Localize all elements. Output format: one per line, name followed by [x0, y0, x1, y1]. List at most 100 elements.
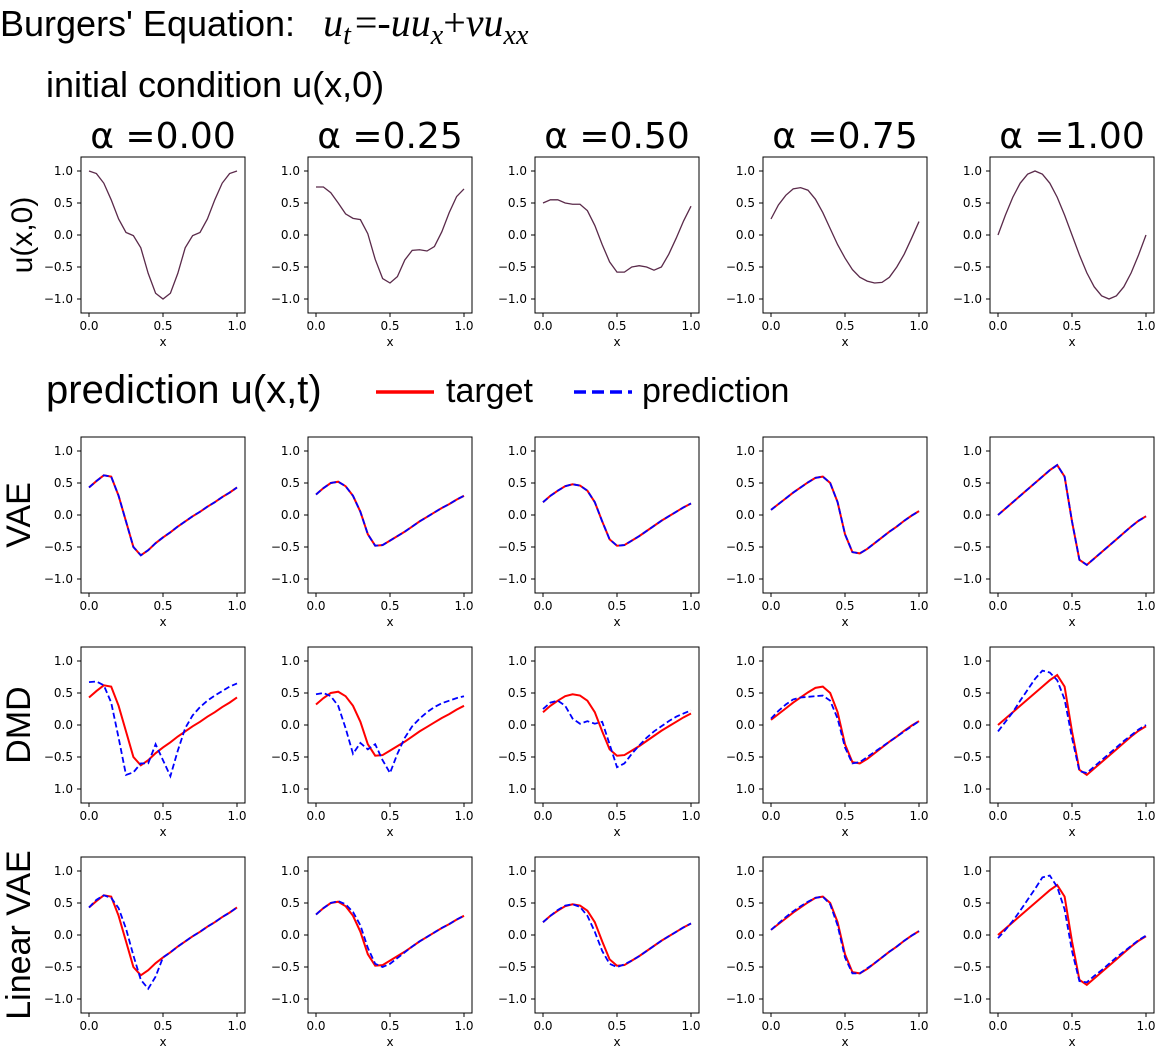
- x-axis-label: x: [159, 825, 166, 839]
- x-tick-label: 1.0: [454, 1019, 473, 1033]
- x-tick-label: 1.0: [681, 1019, 700, 1033]
- y-tick-label: −0.5: [498, 960, 527, 974]
- x-tick-label: 0.5: [835, 809, 854, 823]
- y-tick-label: −1.0: [44, 572, 73, 586]
- y-tick-label: 0.5: [281, 196, 300, 210]
- subplot-r2-c0: 1.0 0.5 0.0 −0.5 1.0 0.0 0.5 1.0 x: [44, 646, 247, 839]
- target-line: [315, 690, 465, 757]
- panels: α =0.00 α =0.25 α =0.50 α =0.75 α =1.00 u(x,0…: [0, 116, 1156, 1049]
- y-tick-label: 0.5: [54, 476, 73, 490]
- x-tick-label: 0.0: [988, 809, 1007, 823]
- y-tick-label: 0.0: [54, 228, 73, 242]
- y-tick-label: 0.0: [281, 228, 300, 242]
- row-label: DMD: [0, 686, 38, 763]
- y-tick-label: 1.0: [508, 864, 527, 878]
- y-tick-label: −1.0: [498, 292, 527, 306]
- y-tick-label: 1.0: [54, 864, 73, 878]
- axes-frame: [762, 436, 928, 594]
- y-tick-label: 0.5: [736, 196, 755, 210]
- x-tick-label: 0.5: [607, 319, 626, 333]
- x-tick-label: 0.0: [988, 1019, 1007, 1033]
- x-tick-label: 1.0: [454, 809, 473, 823]
- subplot-r1-c3: 1.0 0.5 0.0 −0.5 −1.0 0.0 0.5 1.0 x: [726, 436, 929, 629]
- alpha-title: α =0.50: [544, 116, 690, 157]
- row-label: Linear VAE: [0, 850, 38, 1019]
- y-tick-label: −0.5: [44, 260, 73, 274]
- x-tick-label: 0.0: [533, 1019, 552, 1033]
- y-tick-label: 1.0: [963, 164, 982, 178]
- y-tick-label: 0.0: [54, 718, 73, 732]
- prediction-line: [88, 474, 238, 557]
- y-tick-label: 0.5: [508, 476, 527, 490]
- row-label: VAE: [0, 482, 38, 548]
- x-axis-label: x: [841, 825, 848, 839]
- y-tick-label: 0.0: [281, 928, 300, 942]
- x-tick-label: 1.0: [227, 809, 246, 823]
- x-tick-label: 0.5: [153, 599, 172, 613]
- y-tick-label: 0.0: [508, 928, 527, 942]
- subplot-r0-c1: 1.0 0.5 0.0 −0.5 −1.0 0.0 0.5 1.0 x: [271, 156, 474, 349]
- y-tick-label: −0.5: [726, 260, 755, 274]
- target-line: [88, 684, 238, 767]
- y-tick-label: −1.0: [44, 292, 73, 306]
- y-tick-label: −0.5: [44, 750, 73, 764]
- target-line: [770, 895, 920, 975]
- subplot-r3-c4: 1.0 0.5 0.0 −0.5 −1.0 0.0 0.5 1.0 x: [953, 856, 1156, 1049]
- axes-frame: [534, 436, 700, 594]
- alpha-title: α =0.75: [772, 116, 918, 157]
- y-tick-label: 0.0: [736, 228, 755, 242]
- x-tick-label: 0.0: [761, 809, 780, 823]
- prediction-line: [997, 669, 1147, 774]
- y-tick-label: 0.0: [281, 508, 300, 522]
- y-tick-label: −0.5: [498, 540, 527, 554]
- axes-frame: [989, 856, 1155, 1014]
- x-tick-label: 0.0: [988, 319, 1007, 333]
- x-tick-label: 0.5: [1062, 809, 1081, 823]
- x-tick-label: 0.5: [380, 1019, 399, 1033]
- x-tick-label: 0.5: [607, 809, 626, 823]
- y-tick-label: −0.5: [953, 960, 982, 974]
- x-axis-label: x: [613, 825, 620, 839]
- x-tick-label: 0.5: [380, 809, 399, 823]
- y-tick-label: 1.0: [963, 654, 982, 668]
- x-tick-label: 0.0: [761, 1019, 780, 1033]
- alpha-title: α =0.00: [90, 116, 236, 157]
- y-tick-label: 0.0: [963, 928, 982, 942]
- y-tick-label: −0.5: [726, 960, 755, 974]
- y-tick-label: 0.5: [54, 896, 73, 910]
- axes-frame: [534, 856, 700, 1014]
- subplot-r0-c2: 1.0 0.5 0.0 −0.5 −1.0 0.0 0.5 1.0 x: [498, 156, 701, 349]
- x-tick-label: 0.0: [761, 599, 780, 613]
- y-tick-label: 0.0: [963, 508, 982, 522]
- y-tick-label: 1.0: [736, 164, 755, 178]
- y-tick-label: 0.0: [736, 718, 755, 732]
- y-tick-label: −0.5: [271, 260, 300, 274]
- y-tick-label: −1.0: [271, 992, 300, 1006]
- x-tick-label: 1.0: [227, 319, 246, 333]
- x-tick-label: 0.5: [1062, 319, 1081, 333]
- y-tick-label: −0.5: [44, 960, 73, 974]
- x-tick-label: 0.5: [153, 809, 172, 823]
- target-line: [997, 673, 1147, 777]
- axes-frame: [80, 646, 246, 804]
- prediction-line: [315, 480, 465, 547]
- subplot-r1-c2: 1.0 0.5 0.0 −0.5 −1.0 0.0 0.5 1.0 x: [498, 436, 701, 629]
- prediction-line: [770, 694, 920, 765]
- x-tick-label: 0.0: [533, 319, 552, 333]
- legend: target prediction: [376, 372, 789, 410]
- axes-frame: [80, 156, 246, 314]
- x-axis-label: x: [386, 825, 393, 839]
- y-tick-label: 1.0: [54, 164, 73, 178]
- axes-frame: [534, 156, 700, 314]
- axes-frame: [80, 436, 246, 594]
- x-tick-label: 1.0: [454, 319, 473, 333]
- y-tick-label: −0.5: [953, 260, 982, 274]
- initial-condition-title: initial condition u(x,0): [46, 64, 384, 105]
- y-tick-label: 1.0: [281, 654, 300, 668]
- x-axis-label: x: [386, 615, 393, 629]
- y-tick-label: 0.5: [963, 196, 982, 210]
- x-tick-label: 0.5: [380, 319, 399, 333]
- y-tick-label: 1.0: [508, 444, 527, 458]
- y-tick-label: −0.5: [953, 750, 982, 764]
